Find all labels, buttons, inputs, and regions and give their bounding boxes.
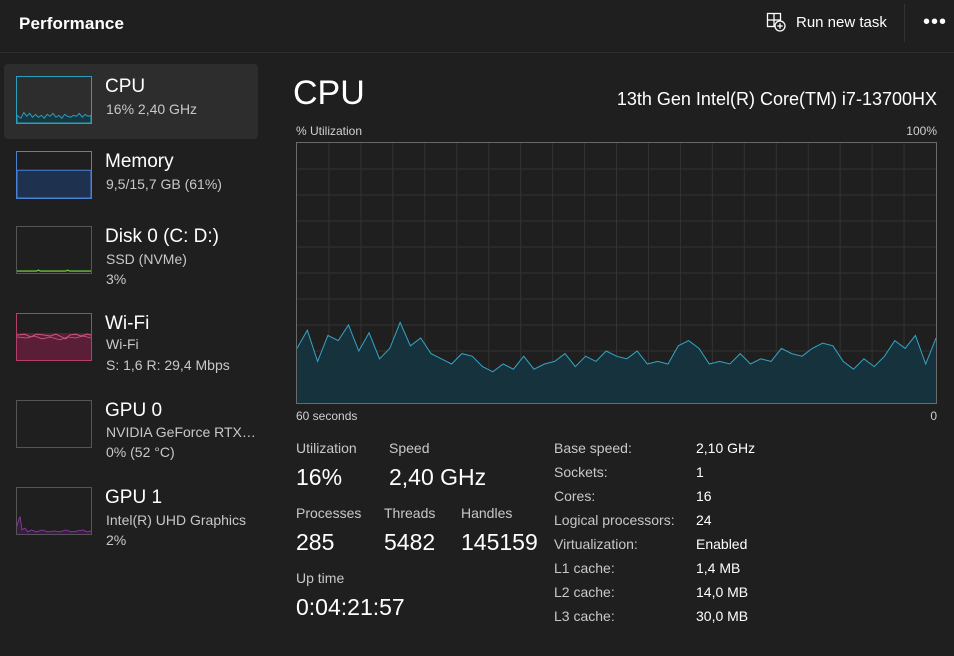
run-task-icon: [766, 12, 786, 32]
sidebar-item-detail: SSD (NVMe): [106, 251, 187, 267]
threads-label: Threads: [384, 505, 436, 521]
uptime-value: 0:04:21:57: [296, 594, 405, 620]
spec-label: L3 cache:: [554, 608, 615, 624]
spec-value: 1,4 MB: [696, 560, 741, 576]
spec-value: 30,0 MB: [696, 608, 749, 624]
sidebar-item-memory[interactable]: Memory 9,5/15,7 GB (61%): [4, 139, 258, 214]
cpu-graph-canvas: [297, 143, 936, 403]
sidebar-item-detail: 9,5/15,7 GB (61%): [106, 176, 222, 192]
processes-value: 285: [296, 529, 335, 555]
speed-label: Speed: [389, 440, 430, 456]
graph-x-right-label: 0: [930, 409, 937, 423]
graph-y-label: % Utilization: [296, 124, 363, 138]
spec-value: 1: [696, 464, 704, 480]
spec-value: 24: [696, 512, 712, 528]
handles-value: 145159: [461, 529, 538, 555]
page-title: Performance: [19, 14, 125, 33]
utilization-value: 16%: [296, 464, 343, 490]
spec-label: L1 cache:: [554, 560, 615, 576]
sidebar-item-detail: Intel(R) UHD Graphics: [106, 512, 247, 528]
sidebar-item-detail: 3%: [106, 271, 127, 287]
sidebar-item-detail: NVIDIA GeForce RTX…: [106, 424, 256, 440]
memory-thumbnail: [16, 151, 92, 199]
sidebar-item-gpu0[interactable]: GPU 0 NVIDIA GeForce RTX… 0% (52 °C): [4, 388, 258, 463]
spec-value: 16: [696, 488, 712, 504]
header-divider: [904, 4, 905, 42]
gpu0-thumbnail: [16, 400, 92, 448]
spec-value: 14,0 MB: [696, 584, 749, 600]
main-title: CPU: [293, 74, 365, 112]
graph-x-left-label: 60 seconds: [296, 409, 358, 423]
handles-label: Handles: [461, 505, 513, 521]
spec-value: 2,10 GHz: [696, 440, 756, 456]
disk-thumbnail: [16, 226, 92, 274]
sidebar-item-label: Disk 0 (C: D:): [105, 226, 219, 247]
sidebar-item-label: GPU 1: [105, 487, 163, 508]
wifi-thumbnail: [16, 313, 92, 361]
processes-label: Processes: [296, 505, 362, 521]
sidebar-item-wifi[interactable]: Wi-Fi Wi-Fi S: 1,6 R: 29,4 Mbps: [4, 301, 258, 376]
sidebar-item-gpu1[interactable]: GPU 1 Intel(R) UHD Graphics 2%: [4, 475, 258, 550]
spec-label: Virtualization:: [554, 536, 638, 552]
gpu1-thumbnail: [16, 487, 92, 535]
threads-value: 5482: [384, 529, 436, 555]
sidebar-item-label: Wi-Fi: [105, 313, 150, 334]
sidebar-item-detail: 2%: [106, 532, 127, 548]
sidebar-item-label: CPU: [105, 76, 146, 97]
sidebar-item-label: GPU 0: [105, 400, 163, 421]
sidebar-item-label: Memory: [105, 151, 174, 172]
run-new-task-button[interactable]: Run new task: [766, 11, 887, 33]
sidebar-item-detail: S: 1,6 R: 29,4 Mbps: [106, 357, 230, 373]
cpu-utilization-graph: [296, 142, 937, 404]
header-bar: Performance Run new task •••: [0, 0, 954, 53]
graph-area-fill: [297, 322, 936, 403]
sidebar-item-detail: 16% 2,40 GHz: [106, 101, 198, 117]
spec-label: Logical processors:: [554, 512, 675, 528]
spec-label: L2 cache:: [554, 584, 615, 600]
utilization-label: Utilization: [296, 440, 357, 456]
spec-value: Enabled: [696, 536, 748, 552]
speed-value: 2,40 GHz: [389, 464, 487, 490]
cpu-thumbnail: [16, 76, 92, 124]
spec-label: Base speed:: [554, 440, 632, 456]
spec-label: Cores:: [554, 488, 596, 504]
graph-series-line: [297, 321, 936, 373]
cpu-model-name: 13th Gen Intel(R) Core(TM) i7-13700HX: [616, 89, 937, 109]
more-options-icon[interactable]: •••: [922, 10, 947, 33]
sidebar-item-detail: Wi-Fi: [106, 336, 139, 352]
sidebar-item-detail: 0% (52 °C): [106, 444, 175, 460]
uptime-label: Up time: [296, 570, 345, 586]
graph-y-max-label: 100%: [906, 124, 937, 138]
run-new-task-label: Run new task: [796, 13, 887, 31]
sidebar-item-cpu[interactable]: CPU 16% 2,40 GHz: [4, 64, 258, 139]
spec-label: Sockets:: [554, 464, 608, 480]
sidebar-item-disk[interactable]: Disk 0 (C: D:) SSD (NVMe) 3%: [4, 214, 258, 289]
